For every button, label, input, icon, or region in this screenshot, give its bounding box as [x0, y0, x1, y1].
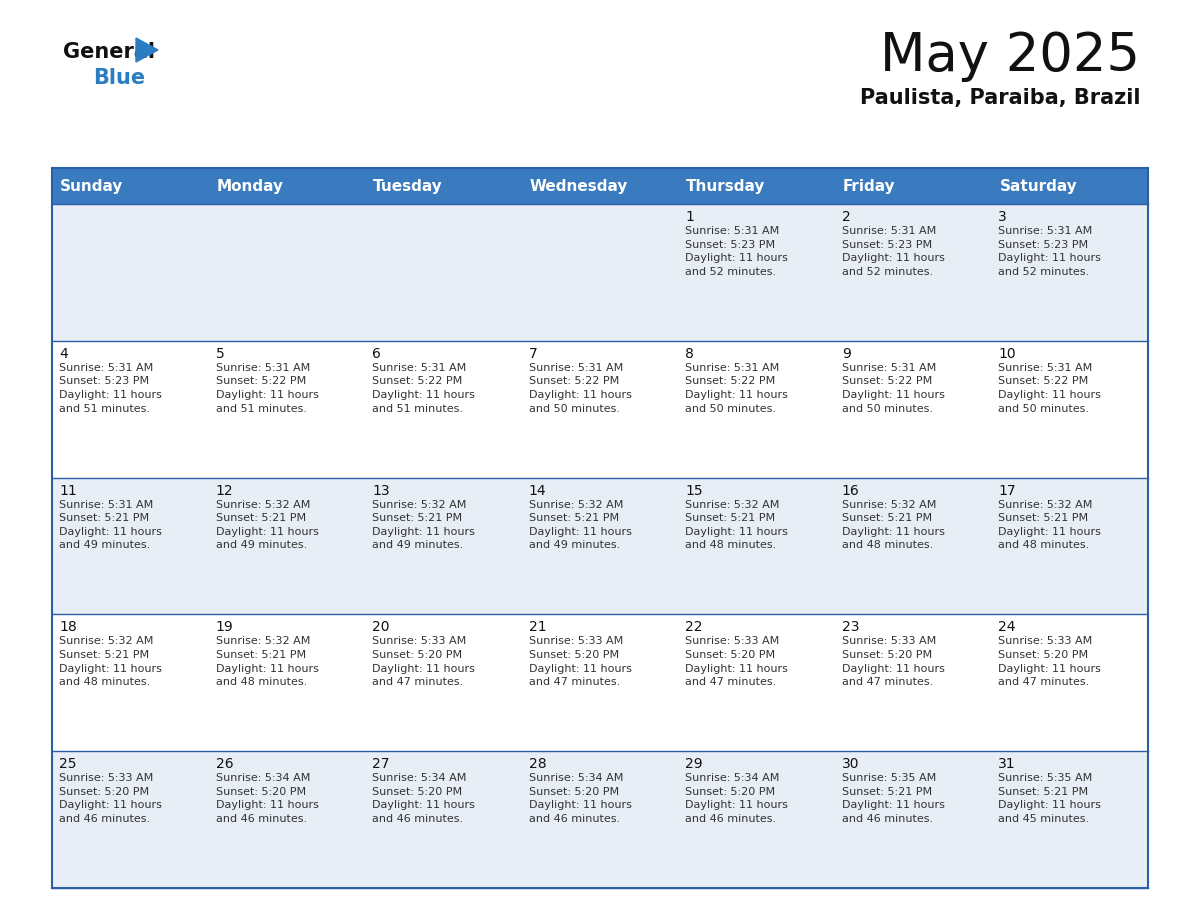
Text: 15: 15: [685, 484, 703, 498]
Text: Paulista, Paraiba, Brazil: Paulista, Paraiba, Brazil: [859, 88, 1140, 108]
Text: Sunrise: 5:33 AM
Sunset: 5:20 PM
Daylight: 11 hours
and 47 minutes.: Sunrise: 5:33 AM Sunset: 5:20 PM Dayligh…: [998, 636, 1101, 688]
Text: Sunrise: 5:31 AM
Sunset: 5:22 PM
Daylight: 11 hours
and 50 minutes.: Sunrise: 5:31 AM Sunset: 5:22 PM Dayligh…: [529, 363, 632, 414]
Text: 30: 30: [842, 757, 859, 771]
Text: Sunrise: 5:32 AM
Sunset: 5:21 PM
Daylight: 11 hours
and 48 minutes.: Sunrise: 5:32 AM Sunset: 5:21 PM Dayligh…: [842, 499, 944, 551]
Text: 14: 14: [529, 484, 546, 498]
Text: 4: 4: [59, 347, 68, 361]
Text: 12: 12: [215, 484, 233, 498]
Text: Sunrise: 5:35 AM
Sunset: 5:21 PM
Daylight: 11 hours
and 45 minutes.: Sunrise: 5:35 AM Sunset: 5:21 PM Dayligh…: [998, 773, 1101, 824]
Text: Sunrise: 5:33 AM
Sunset: 5:20 PM
Daylight: 11 hours
and 47 minutes.: Sunrise: 5:33 AM Sunset: 5:20 PM Dayligh…: [842, 636, 944, 688]
Text: 8: 8: [685, 347, 694, 361]
Text: Sunrise: 5:31 AM
Sunset: 5:23 PM
Daylight: 11 hours
and 52 minutes.: Sunrise: 5:31 AM Sunset: 5:23 PM Dayligh…: [685, 226, 788, 277]
Text: Sunrise: 5:32 AM
Sunset: 5:21 PM
Daylight: 11 hours
and 49 minutes.: Sunrise: 5:32 AM Sunset: 5:21 PM Dayligh…: [372, 499, 475, 551]
Bar: [52, 341, 1148, 477]
Text: 7: 7: [529, 347, 537, 361]
Text: 10: 10: [998, 347, 1016, 361]
Polygon shape: [135, 38, 158, 62]
Bar: [52, 614, 1148, 751]
Text: Wednesday: Wednesday: [530, 178, 628, 194]
Bar: [52, 204, 1148, 341]
Text: 11: 11: [59, 484, 77, 498]
Text: Sunrise: 5:32 AM
Sunset: 5:21 PM
Daylight: 11 hours
and 48 minutes.: Sunrise: 5:32 AM Sunset: 5:21 PM Dayligh…: [59, 636, 162, 688]
Text: Sunrise: 5:31 AM
Sunset: 5:23 PM
Daylight: 11 hours
and 52 minutes.: Sunrise: 5:31 AM Sunset: 5:23 PM Dayligh…: [998, 226, 1101, 277]
Text: Saturday: Saturday: [999, 178, 1078, 194]
Text: 26: 26: [215, 757, 233, 771]
Text: Sunrise: 5:31 AM
Sunset: 5:22 PM
Daylight: 11 hours
and 51 minutes.: Sunrise: 5:31 AM Sunset: 5:22 PM Dayligh…: [372, 363, 475, 414]
Text: May 2025: May 2025: [880, 30, 1140, 82]
Text: Sunrise: 5:31 AM
Sunset: 5:21 PM
Daylight: 11 hours
and 49 minutes.: Sunrise: 5:31 AM Sunset: 5:21 PM Dayligh…: [59, 499, 162, 551]
Bar: [52, 168, 1148, 888]
Text: Sunday: Sunday: [61, 178, 124, 194]
Text: 17: 17: [998, 484, 1016, 498]
Text: 6: 6: [372, 347, 381, 361]
Text: Sunrise: 5:31 AM
Sunset: 5:23 PM
Daylight: 11 hours
and 51 minutes.: Sunrise: 5:31 AM Sunset: 5:23 PM Dayligh…: [59, 363, 162, 414]
Text: Sunrise: 5:35 AM
Sunset: 5:21 PM
Daylight: 11 hours
and 46 minutes.: Sunrise: 5:35 AM Sunset: 5:21 PM Dayligh…: [842, 773, 944, 824]
Text: 1: 1: [685, 210, 694, 224]
Text: Sunrise: 5:32 AM
Sunset: 5:21 PM
Daylight: 11 hours
and 49 minutes.: Sunrise: 5:32 AM Sunset: 5:21 PM Dayligh…: [215, 499, 318, 551]
Text: Sunrise: 5:34 AM
Sunset: 5:20 PM
Daylight: 11 hours
and 46 minutes.: Sunrise: 5:34 AM Sunset: 5:20 PM Dayligh…: [529, 773, 632, 824]
Text: 9: 9: [842, 347, 851, 361]
Text: Sunrise: 5:32 AM
Sunset: 5:21 PM
Daylight: 11 hours
and 48 minutes.: Sunrise: 5:32 AM Sunset: 5:21 PM Dayligh…: [998, 499, 1101, 551]
Bar: [52, 168, 1148, 204]
Text: 24: 24: [998, 621, 1016, 634]
Text: Sunrise: 5:33 AM
Sunset: 5:20 PM
Daylight: 11 hours
and 47 minutes.: Sunrise: 5:33 AM Sunset: 5:20 PM Dayligh…: [529, 636, 632, 688]
Text: Sunrise: 5:31 AM
Sunset: 5:22 PM
Daylight: 11 hours
and 50 minutes.: Sunrise: 5:31 AM Sunset: 5:22 PM Dayligh…: [998, 363, 1101, 414]
Text: Sunrise: 5:33 AM
Sunset: 5:20 PM
Daylight: 11 hours
and 47 minutes.: Sunrise: 5:33 AM Sunset: 5:20 PM Dayligh…: [372, 636, 475, 688]
Text: Sunrise: 5:33 AM
Sunset: 5:20 PM
Daylight: 11 hours
and 47 minutes.: Sunrise: 5:33 AM Sunset: 5:20 PM Dayligh…: [685, 636, 788, 688]
Text: 21: 21: [529, 621, 546, 634]
Text: Sunrise: 5:33 AM
Sunset: 5:20 PM
Daylight: 11 hours
and 46 minutes.: Sunrise: 5:33 AM Sunset: 5:20 PM Dayligh…: [59, 773, 162, 824]
Text: Sunrise: 5:32 AM
Sunset: 5:21 PM
Daylight: 11 hours
and 48 minutes.: Sunrise: 5:32 AM Sunset: 5:21 PM Dayligh…: [215, 636, 318, 688]
Text: 5: 5: [215, 347, 225, 361]
Text: 27: 27: [372, 757, 390, 771]
Text: General: General: [63, 42, 154, 62]
Text: 22: 22: [685, 621, 703, 634]
Text: 2: 2: [842, 210, 851, 224]
Text: 29: 29: [685, 757, 703, 771]
Text: 3: 3: [998, 210, 1007, 224]
Text: 28: 28: [529, 757, 546, 771]
Text: Friday: Friday: [842, 178, 896, 194]
Text: Sunrise: 5:31 AM
Sunset: 5:23 PM
Daylight: 11 hours
and 52 minutes.: Sunrise: 5:31 AM Sunset: 5:23 PM Dayligh…: [842, 226, 944, 277]
Text: Monday: Monday: [216, 178, 284, 194]
Text: 16: 16: [842, 484, 860, 498]
Text: Thursday: Thursday: [687, 178, 765, 194]
Text: Blue: Blue: [93, 68, 145, 88]
Text: 18: 18: [59, 621, 77, 634]
Text: Sunrise: 5:34 AM
Sunset: 5:20 PM
Daylight: 11 hours
and 46 minutes.: Sunrise: 5:34 AM Sunset: 5:20 PM Dayligh…: [372, 773, 475, 824]
Text: Sunrise: 5:32 AM
Sunset: 5:21 PM
Daylight: 11 hours
and 48 minutes.: Sunrise: 5:32 AM Sunset: 5:21 PM Dayligh…: [685, 499, 788, 551]
Text: Sunrise: 5:34 AM
Sunset: 5:20 PM
Daylight: 11 hours
and 46 minutes.: Sunrise: 5:34 AM Sunset: 5:20 PM Dayligh…: [215, 773, 318, 824]
Text: Tuesday: Tuesday: [373, 178, 443, 194]
Text: 23: 23: [842, 621, 859, 634]
Text: 20: 20: [372, 621, 390, 634]
Text: 19: 19: [215, 621, 233, 634]
Bar: [52, 477, 1148, 614]
Text: Sunrise: 5:31 AM
Sunset: 5:22 PM
Daylight: 11 hours
and 50 minutes.: Sunrise: 5:31 AM Sunset: 5:22 PM Dayligh…: [842, 363, 944, 414]
Text: 25: 25: [59, 757, 76, 771]
Text: 31: 31: [998, 757, 1016, 771]
Text: Sunrise: 5:31 AM
Sunset: 5:22 PM
Daylight: 11 hours
and 50 minutes.: Sunrise: 5:31 AM Sunset: 5:22 PM Dayligh…: [685, 363, 788, 414]
Text: Sunrise: 5:31 AM
Sunset: 5:22 PM
Daylight: 11 hours
and 51 minutes.: Sunrise: 5:31 AM Sunset: 5:22 PM Dayligh…: [215, 363, 318, 414]
Text: 13: 13: [372, 484, 390, 498]
Bar: [52, 751, 1148, 888]
Text: Sunrise: 5:34 AM
Sunset: 5:20 PM
Daylight: 11 hours
and 46 minutes.: Sunrise: 5:34 AM Sunset: 5:20 PM Dayligh…: [685, 773, 788, 824]
Text: Sunrise: 5:32 AM
Sunset: 5:21 PM
Daylight: 11 hours
and 49 minutes.: Sunrise: 5:32 AM Sunset: 5:21 PM Dayligh…: [529, 499, 632, 551]
